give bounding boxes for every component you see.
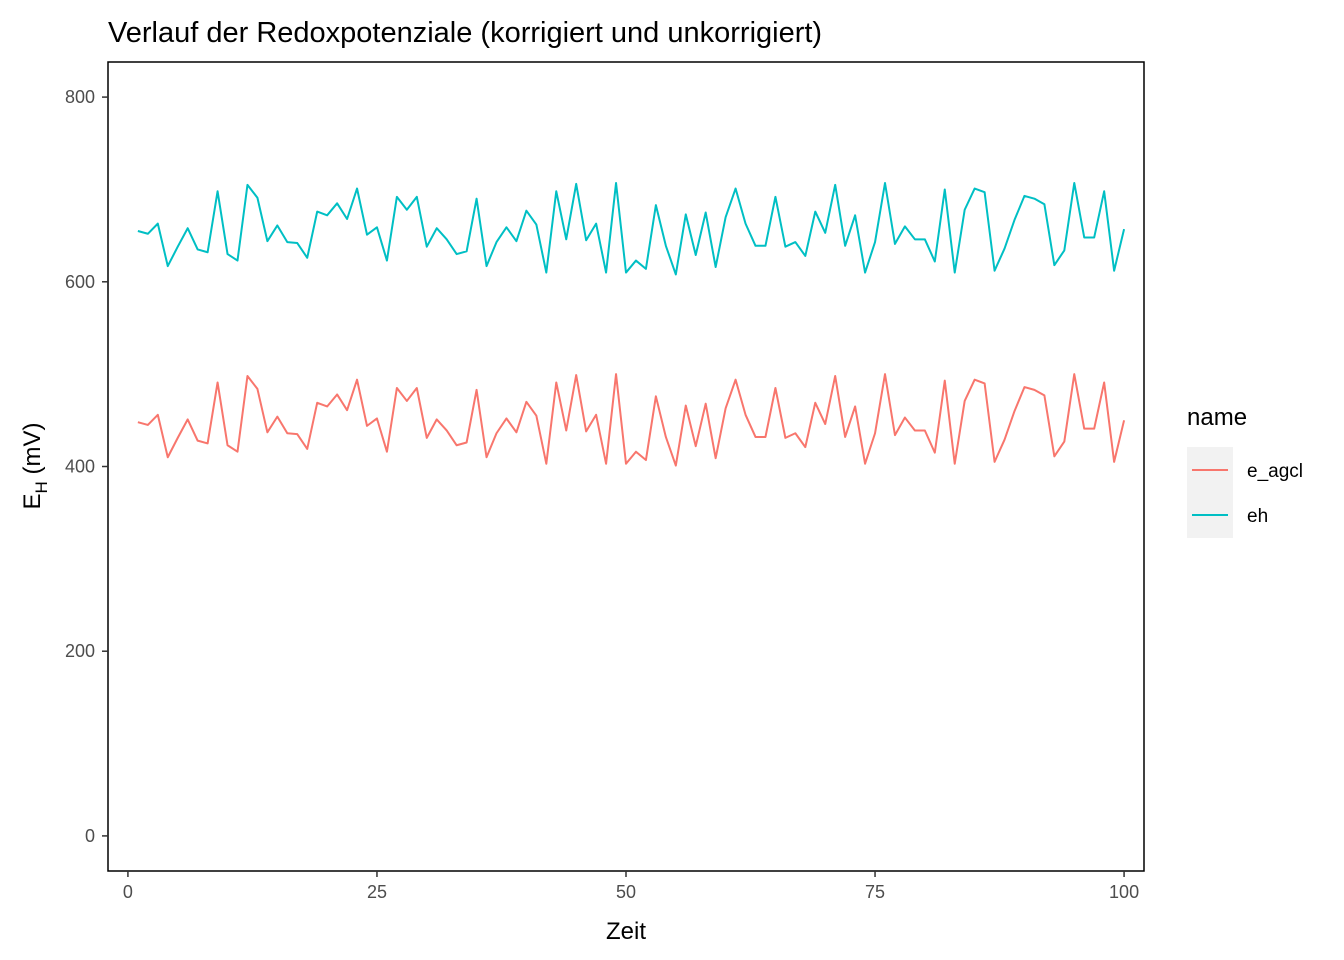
x-tick-label: 50 xyxy=(616,882,636,902)
x-tick-label: 25 xyxy=(367,882,387,902)
y-axis-title-subscript: H xyxy=(32,481,51,493)
y-axis-title-unit: (mV) xyxy=(19,423,46,482)
y-axis-title: EH (mV) xyxy=(19,423,51,510)
x-tick-label: 75 xyxy=(865,882,885,902)
x-tick-label: 100 xyxy=(1109,882,1139,902)
y-tick-label: 0 xyxy=(85,826,95,846)
y-tick-label: 600 xyxy=(65,272,95,292)
series-line-e-agcl xyxy=(137,373,1126,467)
legend-title: name xyxy=(1187,404,1247,431)
chart-title: Verlauf der Redoxpotenziale (korrigiert … xyxy=(108,17,822,49)
plot-panel xyxy=(107,61,1145,872)
legend-label-e-agcl: e_agcl xyxy=(1247,461,1303,482)
x-axis-title: Zeit xyxy=(606,918,646,945)
y-axis-title-main: E xyxy=(19,493,46,509)
y-tick-label: 400 xyxy=(65,457,95,477)
x-axis: 0 25 50 75 100 xyxy=(123,871,1139,902)
series-layer xyxy=(137,181,1126,467)
y-tick-label: 200 xyxy=(65,641,95,661)
x-tick-label: 0 xyxy=(123,882,133,902)
legend-label-eh: eh xyxy=(1247,506,1268,527)
y-tick-label: 800 xyxy=(65,87,95,107)
series-line-eh xyxy=(137,181,1126,276)
y-axis: 0 200 400 600 800 xyxy=(65,87,108,846)
